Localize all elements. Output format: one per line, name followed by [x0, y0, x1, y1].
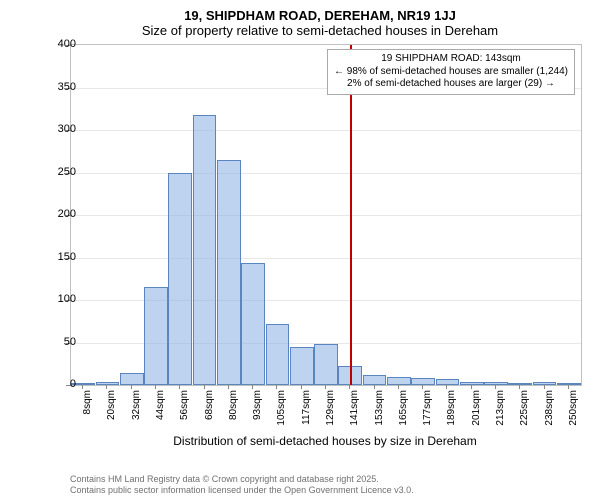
histogram-bar — [266, 324, 290, 385]
x-tick-mark — [471, 384, 472, 389]
histogram-bar — [241, 263, 265, 385]
x-tick-mark — [82, 384, 83, 389]
x-tick-mark — [106, 384, 107, 389]
gridline — [71, 173, 581, 174]
y-tick-label: 250 — [46, 166, 76, 178]
x-tick-label: 153sqm — [374, 390, 385, 450]
y-tick-label: 100 — [46, 293, 76, 305]
y-tick-label: 150 — [46, 251, 76, 263]
x-tick-label: 213sqm — [495, 390, 506, 450]
x-tick-label: 93sqm — [252, 390, 263, 450]
x-tick-label: 44sqm — [155, 390, 166, 450]
x-tick-mark — [252, 384, 253, 389]
x-tick-label: 141sqm — [349, 390, 360, 450]
x-tick-mark — [519, 384, 520, 389]
histogram-bar — [168, 173, 192, 386]
annotation-line3: 2% of semi-detached houses are larger (2… — [334, 78, 568, 91]
annotation-line2: ← 98% of semi-detached houses are smalle… — [334, 66, 568, 79]
x-tick-label: 250sqm — [568, 390, 579, 450]
x-tick-label: 165sqm — [398, 390, 409, 450]
histogram-bar — [314, 344, 338, 385]
gridline — [71, 215, 581, 216]
y-tick-label: 50 — [46, 336, 76, 348]
x-tick-mark — [446, 384, 447, 389]
x-tick-mark — [349, 384, 350, 389]
x-tick-mark — [325, 384, 326, 389]
x-tick-label: 105sqm — [276, 390, 287, 450]
x-tick-mark — [301, 384, 302, 389]
gridline — [71, 130, 581, 131]
x-tick-label: 117sqm — [301, 390, 312, 450]
histogram-bar — [217, 160, 241, 385]
x-tick-label: 32sqm — [131, 390, 142, 450]
x-tick-mark — [568, 384, 569, 389]
x-tick-label: 20sqm — [106, 390, 117, 450]
chart-title-line1: 19, SHIPDHAM ROAD, DEREHAM, NR19 1JJ — [50, 8, 590, 23]
y-tick-label: 300 — [46, 123, 76, 135]
footer-line2: Contains public sector information licen… — [70, 485, 414, 496]
x-tick-mark — [544, 384, 545, 389]
histogram-bar — [193, 115, 217, 385]
x-tick-label: 189sqm — [446, 390, 457, 450]
x-tick-label: 177sqm — [422, 390, 433, 450]
annotation-box: 19 SHIPDHAM ROAD: 143sqm← 98% of semi-de… — [327, 49, 575, 95]
histogram-bar — [460, 382, 484, 385]
x-tick-mark — [155, 384, 156, 389]
y-tick-label: 0 — [46, 378, 76, 390]
x-tick-mark — [398, 384, 399, 389]
x-tick-label: 225sqm — [519, 390, 530, 450]
x-tick-mark — [374, 384, 375, 389]
x-tick-label: 8sqm — [82, 390, 93, 450]
x-tick-label: 56sqm — [179, 390, 190, 450]
histogram-bar — [120, 373, 144, 385]
footer-line1: Contains HM Land Registry data © Crown c… — [70, 474, 414, 485]
gridline — [71, 258, 581, 259]
x-tick-label: 129sqm — [325, 390, 336, 450]
chart-container: 19, SHIPDHAM ROAD, DEREHAM, NR19 1JJ Siz… — [50, 8, 590, 448]
x-tick-label: 201sqm — [471, 390, 482, 450]
chart-title-line2: Size of property relative to semi-detach… — [50, 23, 590, 38]
histogram-bar — [557, 383, 581, 385]
histogram-bar — [144, 287, 168, 385]
y-tick-label: 200 — [46, 208, 76, 220]
histogram-bar — [387, 377, 411, 386]
y-tick-label: 400 — [46, 38, 76, 50]
x-tick-label: 80sqm — [228, 390, 239, 450]
x-tick-mark — [422, 384, 423, 389]
x-tick-mark — [204, 384, 205, 389]
x-tick-mark — [179, 384, 180, 389]
plot-area: 19 SHIPDHAM ROAD: 143sqm← 98% of semi-de… — [70, 44, 582, 386]
footer-attribution: Contains HM Land Registry data © Crown c… — [70, 474, 414, 496]
x-tick-label: 68sqm — [204, 390, 215, 450]
x-tick-mark — [228, 384, 229, 389]
annotation-line1: 19 SHIPDHAM ROAD: 143sqm — [334, 53, 568, 66]
x-tick-label: 238sqm — [544, 390, 555, 450]
x-tick-mark — [131, 384, 132, 389]
x-tick-mark — [276, 384, 277, 389]
x-tick-mark — [495, 384, 496, 389]
reference-line — [350, 45, 352, 385]
histogram-bar — [290, 347, 314, 385]
y-tick-label: 350 — [46, 81, 76, 93]
